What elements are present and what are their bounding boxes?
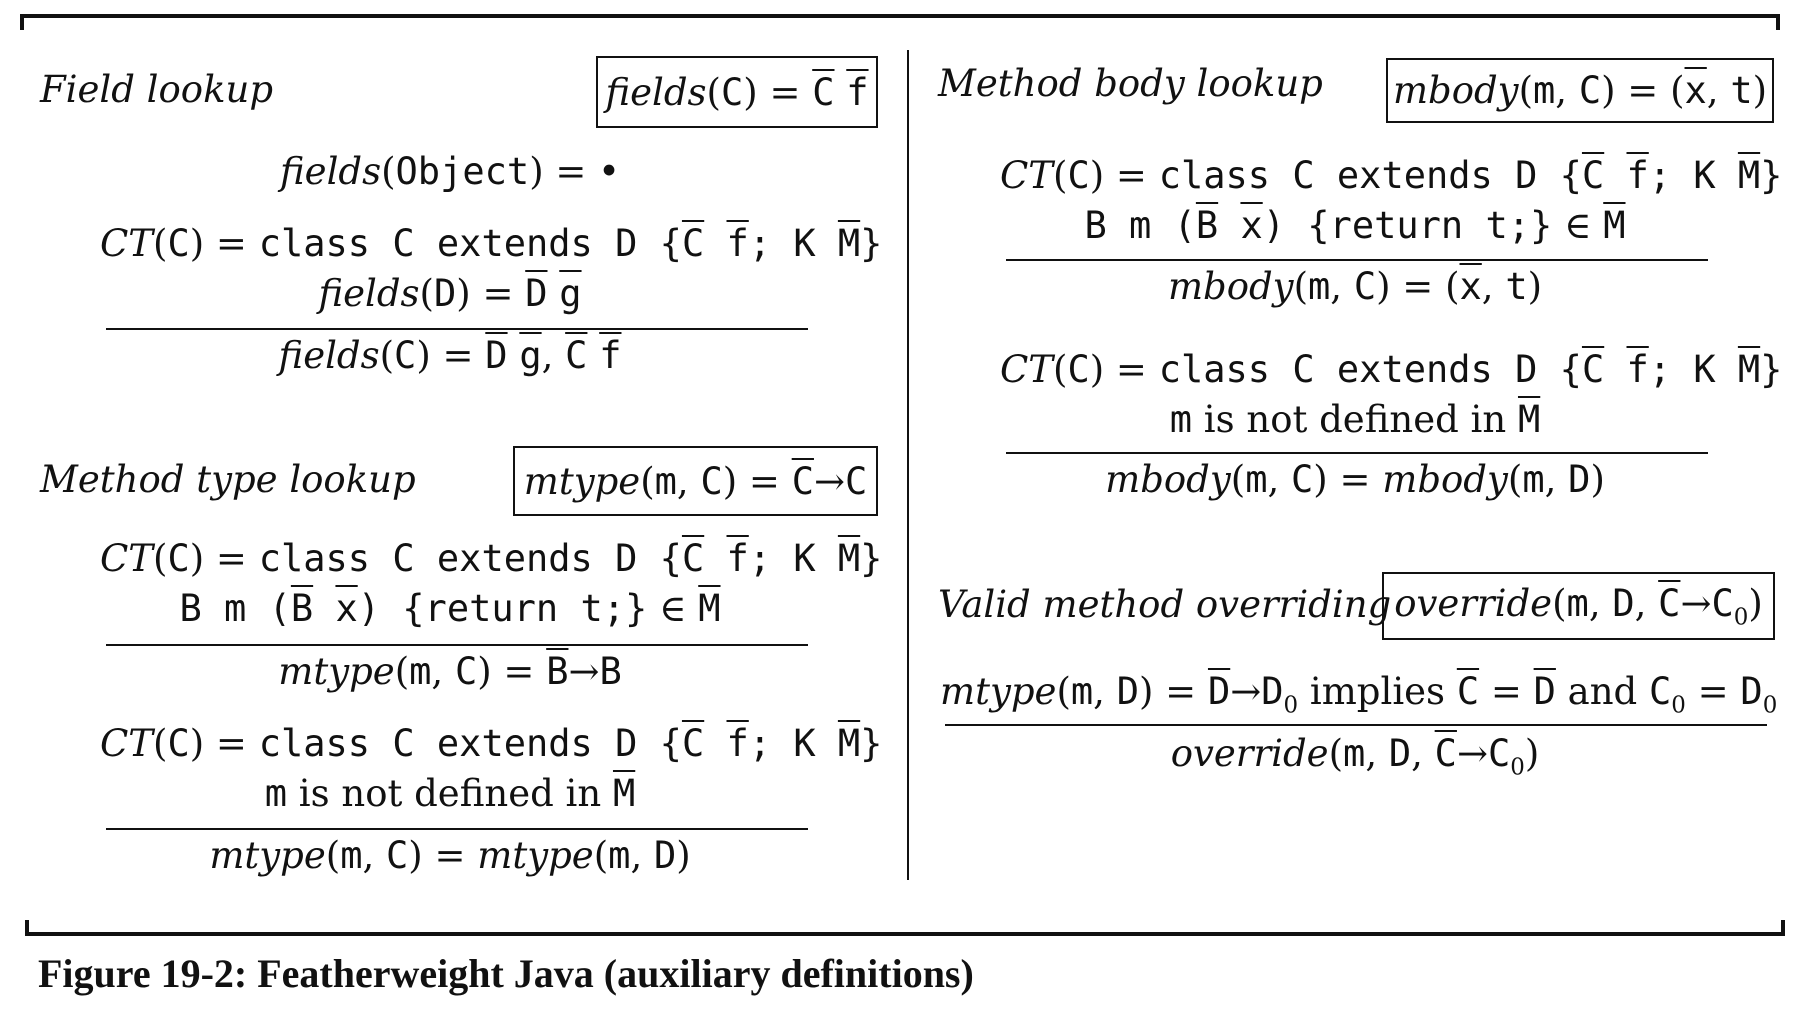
rule-premise: CT(C) = class C extends D {C f; K M} [1000,154,1783,197]
rule-conclusion: fields(C) = D g, C f [278,334,622,377]
section-title: Method body lookup [938,62,1323,105]
rule-premise: CT(C) = class C extends D {C f; K M} [100,722,883,765]
inference-bar [106,328,808,330]
rule-conclusion: mbody(m, C) = (x, t) [1167,265,1543,308]
inference-bar [106,828,808,830]
figure-frame-bottom [25,920,1785,936]
rule-premise: fields(D) = D g [318,272,582,315]
rule-premise: CT(C) = class C extends D {C f; K M} [100,222,883,265]
judgment-box: override(m, D, C→C0) [1382,572,1775,640]
inference-bar [106,644,808,646]
rule-conclusion: mtype(m, C) = mtype(m, D) [209,834,691,877]
rule-conclusion: mbody(m, C) = mbody(m, D) [1105,458,1605,501]
judgment-formula: mbody(m, C) = (x, t) [1392,69,1768,112]
rule-premise: B m (B x) {return t;} ∈ M [179,587,721,630]
section-title: Field lookup [40,68,274,111]
rule-premise: CT(C) = class C extends D {C f; K M} [100,537,883,580]
rule-premise: B m (B x) {return t;} ∈ M [1084,204,1626,247]
rule-conclusion: mtype(m, C) = B→B [278,650,622,693]
rule-premise: CT(C) = class C extends D {C f; K M} [1000,348,1783,391]
judgment-box: mtype(m, C) = C→C [513,446,878,516]
inference-bar [1006,452,1708,454]
inference-bar [945,724,1767,726]
rule-premise: m is not defined in M [264,772,636,815]
judgment-box: fields(C) = C f [596,56,878,128]
rule-conclusion: override(m, D, C→C0) [1170,732,1540,781]
inference-bar [1006,259,1708,261]
column-divider [907,50,909,880]
rule-premise: m is not defined in M [1169,398,1541,441]
section-title: Valid method overriding [938,583,1392,626]
rule-premise: mtype(m, D) = D→D0 implies C = D and C0 … [940,670,1778,719]
judgment-box: mbody(m, C) = (x, t) [1386,58,1774,123]
figure-frame-top [20,14,1780,30]
rule-fields-object: fields(Object) = • [280,150,620,193]
judgment-formula: override(m, D, C→C0) [1394,581,1763,631]
judgment-formula: mtype(m, C) = C→C [523,459,868,503]
judgment-formula: fields(C) = C f [605,70,869,114]
figure-caption: Figure 19-2: Featherweight Java (auxilia… [38,951,974,996]
section-title: Method type lookup [40,458,416,501]
